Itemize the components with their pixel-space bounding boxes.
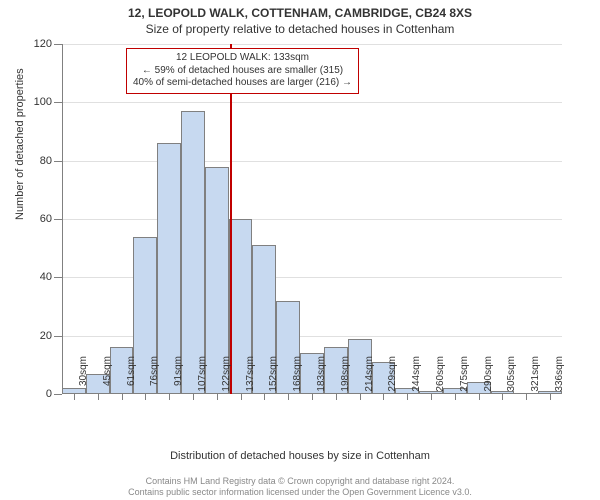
y-tick — [54, 161, 62, 162]
y-axis-title: Number of detached properties — [14, 68, 26, 220]
x-tick — [312, 394, 313, 400]
x-tick-label: 244sqm — [411, 356, 422, 406]
y-tick — [54, 394, 62, 395]
y-tick-label: 20 — [22, 330, 52, 342]
x-tick — [74, 394, 75, 400]
x-tick — [264, 394, 265, 400]
x-tick — [193, 394, 194, 400]
footer-line1: Contains HM Land Registry data © Crown c… — [0, 476, 600, 487]
x-tick — [288, 394, 289, 400]
x-tick-label: 198sqm — [340, 356, 351, 406]
x-tick — [145, 394, 146, 400]
x-tick-label: 336sqm — [554, 356, 565, 406]
y-tick-label: 100 — [22, 96, 52, 108]
chart-container: 12, LEOPOLD WALK, COTTENHAM, CAMBRIDGE, … — [0, 0, 600, 500]
x-tick — [550, 394, 551, 400]
chart-title-line2: Size of property relative to detached ho… — [0, 20, 600, 36]
y-tick — [54, 44, 62, 45]
plot-area: 12 LEOPOLD WALK: 133sqm← 59% of detached… — [62, 44, 562, 394]
y-tick-label: 40 — [22, 271, 52, 283]
x-tick-label: 290sqm — [483, 356, 494, 406]
marker-line — [230, 44, 232, 394]
x-tick — [169, 394, 170, 400]
chart-title-line1: 12, LEOPOLD WALK, COTTENHAM, CAMBRIDGE, … — [0, 0, 600, 20]
footer-line2: Contains public sector information licen… — [0, 487, 600, 498]
x-tick — [241, 394, 242, 400]
x-tick — [526, 394, 527, 400]
y-tick-label: 120 — [22, 38, 52, 50]
x-tick-label: 137sqm — [245, 356, 256, 406]
x-tick-label: 152sqm — [268, 356, 279, 406]
x-tick-label: 45sqm — [102, 356, 113, 406]
x-tick-label: 91sqm — [173, 356, 184, 406]
x-tick — [360, 394, 361, 400]
x-tick — [217, 394, 218, 400]
x-tick — [336, 394, 337, 400]
y-tick-label: 60 — [22, 213, 52, 225]
x-tick-label: 305sqm — [506, 356, 517, 406]
marker-infobox-line: 40% of semi-detached houses are larger (… — [133, 77, 352, 90]
marker-infobox-line: ← 59% of detached houses are smaller (31… — [133, 65, 352, 78]
x-tick — [431, 394, 432, 400]
y-tick — [54, 219, 62, 220]
x-tick — [502, 394, 503, 400]
x-tick-label: 275sqm — [459, 356, 470, 406]
footer: Contains HM Land Registry data © Crown c… — [0, 476, 600, 498]
x-tick-label: 122sqm — [221, 356, 232, 406]
x-tick — [479, 394, 480, 400]
y-tick — [54, 336, 62, 337]
x-tick-label: 168sqm — [292, 356, 303, 406]
x-tick-label: 183sqm — [316, 356, 327, 406]
x-tick — [407, 394, 408, 400]
y-tick — [54, 102, 62, 103]
y-tick — [54, 277, 62, 278]
x-tick — [455, 394, 456, 400]
marker-infobox: 12 LEOPOLD WALK: 133sqm← 59% of detached… — [126, 48, 359, 94]
marker-infobox-line: 12 LEOPOLD WALK: 133sqm — [133, 52, 352, 65]
x-tick — [122, 394, 123, 400]
x-tick — [383, 394, 384, 400]
x-tick-label: 321sqm — [530, 356, 541, 406]
y-tick-label: 0 — [22, 388, 52, 400]
x-tick-label: 76sqm — [149, 356, 160, 406]
x-tick — [98, 394, 99, 400]
chart-border — [62, 44, 562, 394]
x-tick-label: 260sqm — [435, 356, 446, 406]
x-tick-label: 107sqm — [197, 356, 208, 406]
x-tick-label: 214sqm — [364, 356, 375, 406]
y-tick-label: 80 — [22, 155, 52, 167]
x-tick-label: 61sqm — [126, 356, 137, 406]
x-tick-label: 229sqm — [387, 356, 398, 406]
x-tick-label: 30sqm — [78, 356, 89, 406]
x-axis-title: Distribution of detached houses by size … — [0, 450, 600, 462]
